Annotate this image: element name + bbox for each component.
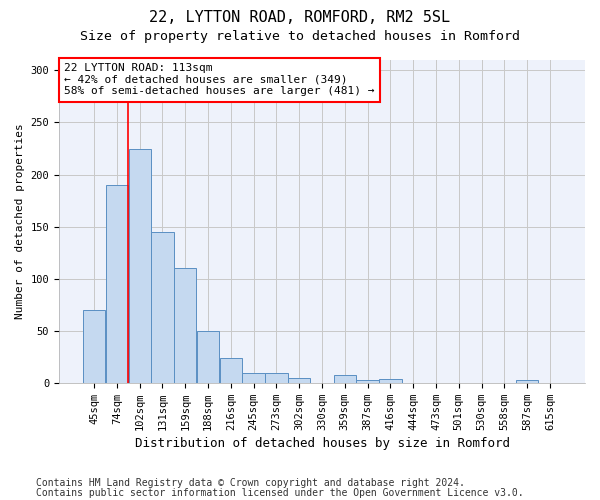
Text: Size of property relative to detached houses in Romford: Size of property relative to detached ho… bbox=[80, 30, 520, 43]
Text: 22 LYTTON ROAD: 113sqm
← 42% of detached houses are smaller (349)
58% of semi-de: 22 LYTTON ROAD: 113sqm ← 42% of detached… bbox=[64, 63, 375, 96]
Bar bbox=[174, 268, 196, 383]
Bar bbox=[356, 380, 379, 383]
Bar bbox=[106, 185, 128, 383]
Bar bbox=[379, 378, 401, 383]
Bar bbox=[265, 374, 287, 383]
Bar bbox=[288, 378, 310, 383]
Y-axis label: Number of detached properties: Number of detached properties bbox=[15, 124, 25, 320]
Text: Contains HM Land Registry data © Crown copyright and database right 2024.: Contains HM Land Registry data © Crown c… bbox=[36, 478, 465, 488]
Bar bbox=[83, 310, 105, 383]
Bar bbox=[516, 380, 538, 383]
Bar bbox=[334, 374, 356, 383]
Bar bbox=[151, 232, 173, 383]
Bar bbox=[197, 331, 219, 383]
Bar bbox=[220, 358, 242, 383]
X-axis label: Distribution of detached houses by size in Romford: Distribution of detached houses by size … bbox=[134, 437, 509, 450]
Bar bbox=[128, 148, 151, 383]
Text: Contains public sector information licensed under the Open Government Licence v3: Contains public sector information licen… bbox=[36, 488, 524, 498]
Text: 22, LYTTON ROAD, ROMFORD, RM2 5SL: 22, LYTTON ROAD, ROMFORD, RM2 5SL bbox=[149, 10, 451, 25]
Bar bbox=[242, 374, 265, 383]
